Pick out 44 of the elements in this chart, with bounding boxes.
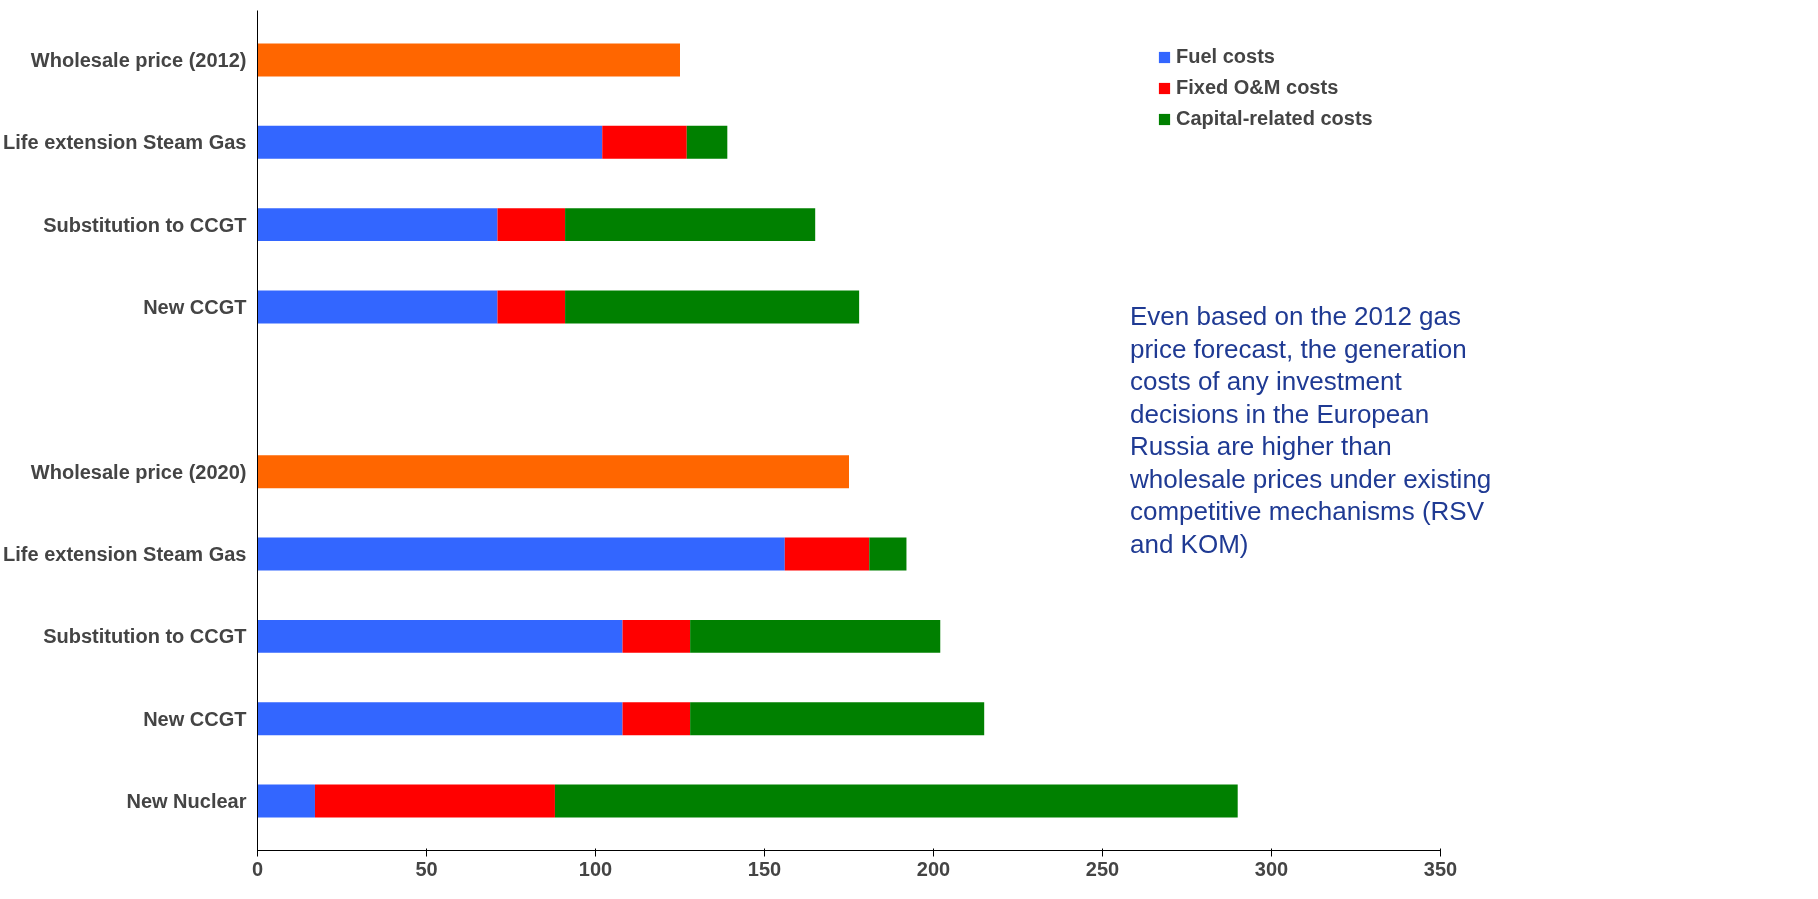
bar: [257, 702, 623, 736]
x-tick-label: 150: [747, 857, 782, 880]
y-tick-label: Life extension Steam Gas: [3, 543, 247, 566]
bar: [784, 537, 870, 571]
legend-label: Fuel costs: [1176, 45, 1275, 68]
y-tick-label: New CCGT: [143, 295, 247, 318]
y-tick-label: Substitution to CCGT: [43, 213, 247, 236]
bar: [622, 619, 691, 653]
bar: [869, 537, 907, 571]
bar: [257, 784, 315, 818]
bar: [257, 619, 623, 653]
bar: [257, 43, 680, 77]
bar: [554, 784, 1238, 818]
x-tick-label: 200: [916, 857, 951, 880]
bar: [257, 290, 498, 324]
bar: [257, 455, 849, 489]
bar: [497, 290, 566, 324]
bar: [257, 537, 785, 571]
bar: [257, 208, 498, 242]
bar: [565, 290, 860, 324]
y-tick-label: New CCGT: [143, 707, 247, 730]
x-tick-label: 300: [1254, 857, 1289, 880]
y-tick-label: New Nuclear: [126, 790, 247, 813]
y-tick-label: Life extension Steam Gas: [3, 131, 247, 154]
annotation: Even based on the 2012 gas price forecast, the generation costs of any investment decisions in the European Russia are higher than wholesale prices under existing competitive mechanisms (RSV and KOM): [1130, 300, 1493, 560]
bar: [622, 702, 691, 736]
legend-label: Fixed O&M costs: [1176, 76, 1339, 99]
bar: [690, 619, 941, 653]
bar: [314, 784, 555, 818]
bar: [565, 208, 816, 242]
x-tick-label: 50: [415, 857, 438, 880]
bar: [497, 208, 566, 242]
x-tick-label: 100: [578, 857, 613, 880]
legend-label: Capital-related costs: [1176, 107, 1373, 130]
y-tick-label: Wholesale price (2012): [30, 48, 247, 71]
x-tick-label: 250: [1085, 857, 1120, 880]
x-tick-label: 0: [251, 857, 264, 880]
y-tick-label: Substitution to CCGT: [43, 625, 247, 648]
bar: [690, 702, 985, 736]
bar: [602, 125, 687, 159]
bar: [686, 125, 728, 159]
x-tick-label: 350: [1423, 857, 1458, 880]
bar: [257, 125, 603, 159]
y-tick-label: Wholesale price (2020): [30, 460, 247, 483]
